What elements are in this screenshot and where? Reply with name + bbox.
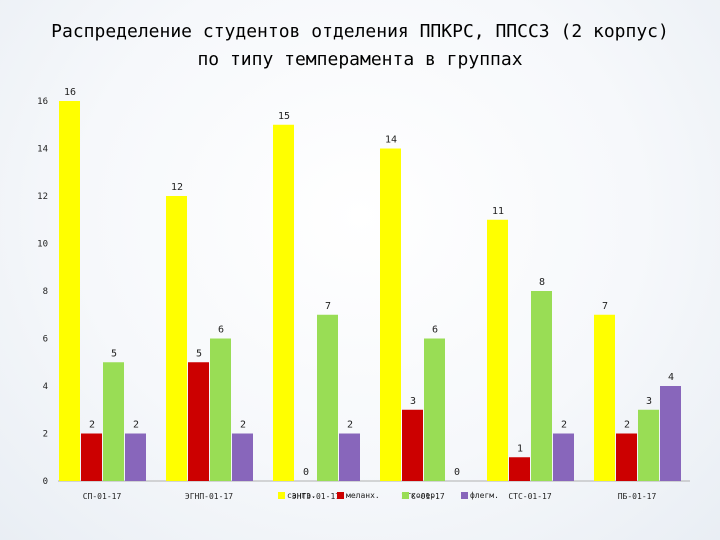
legend-swatch	[278, 492, 285, 499]
data-label: 1	[517, 443, 523, 454]
category-label: СП-01-17	[83, 492, 122, 501]
bar-1-1	[59, 101, 80, 481]
bar-3-2	[210, 338, 231, 481]
legend-label: сангв.	[287, 491, 316, 500]
y-tick-label: 16	[37, 97, 48, 107]
bar-3-4	[424, 338, 445, 481]
bar-2-5	[509, 457, 530, 481]
data-label: 14	[385, 135, 397, 146]
legend-swatch	[461, 492, 468, 499]
bar-3-6	[638, 409, 659, 481]
data-label: 8	[539, 277, 545, 288]
bar-3-1	[103, 362, 124, 481]
legend-label: флегм.	[470, 491, 499, 500]
data-label: 6	[218, 325, 224, 336]
y-tick-label: 12	[37, 192, 48, 202]
bar-4-3	[339, 433, 360, 481]
bar-1-4	[380, 148, 401, 481]
y-tick-label: 8	[43, 287, 48, 297]
data-label: 3	[410, 396, 416, 407]
bar-4-1	[125, 433, 146, 481]
legend-label: холер.	[411, 491, 440, 500]
data-label: 0	[454, 467, 460, 478]
data-label: 2	[240, 420, 246, 431]
bar-2-1	[81, 433, 102, 481]
data-label: 6	[432, 325, 438, 336]
bar-1-3	[273, 124, 294, 481]
category-label: ЭГНП-01-17	[185, 492, 233, 501]
bar-2-6	[616, 433, 637, 481]
data-label: 15	[278, 111, 290, 122]
chart-title-line-1: Распределение студентов отделения ППКРС,…	[51, 21, 669, 42]
bar-3-3	[317, 314, 338, 481]
legend-label: меланх.	[346, 491, 380, 500]
category-label: ЭНТЭ-01-17	[292, 492, 340, 501]
legend-swatch	[402, 492, 409, 499]
bar-3-5	[531, 291, 552, 481]
category-label: ПБ-01-17	[618, 492, 657, 501]
data-label: 5	[196, 348, 202, 359]
data-label: 2	[624, 420, 630, 431]
bar-1-6	[594, 314, 615, 481]
category-label: ЭТС-01-17	[401, 492, 445, 501]
data-label: 4	[668, 372, 674, 383]
y-tick-label: 6	[43, 335, 48, 345]
legend-swatch	[337, 492, 344, 499]
bar-2-4	[402, 409, 423, 481]
data-label: 7	[602, 301, 608, 312]
data-label: 7	[325, 301, 331, 312]
y-tick-label: 14	[37, 145, 48, 155]
bar-4-5	[553, 433, 574, 481]
data-label: 2	[561, 420, 567, 431]
data-label: 11	[492, 206, 504, 217]
bar-4-6	[660, 386, 681, 481]
data-label: 2	[133, 420, 139, 431]
data-label: 2	[89, 420, 95, 431]
data-label: 2	[347, 420, 353, 431]
y-tick-label: 4	[43, 382, 48, 392]
y-tick-label: 0	[43, 477, 48, 487]
chart-title: Распределение студентов отделения ППКРС,…	[0, 18, 720, 74]
chart-title-line-2: по типу темперамента в группах	[197, 49, 523, 70]
data-label: 16	[64, 87, 76, 98]
bar-2-2	[188, 362, 209, 481]
y-tick-label: 10	[37, 240, 48, 250]
data-label: 3	[646, 396, 652, 407]
bar-1-2	[166, 196, 187, 481]
data-label: 12	[171, 182, 183, 193]
data-label: 5	[111, 348, 117, 359]
category-label: СТС-01-17	[508, 492, 552, 501]
bar-4-2	[232, 433, 253, 481]
bar-1-5	[487, 219, 508, 481]
data-label: 0	[303, 467, 309, 478]
y-tick-label: 2	[43, 430, 48, 440]
